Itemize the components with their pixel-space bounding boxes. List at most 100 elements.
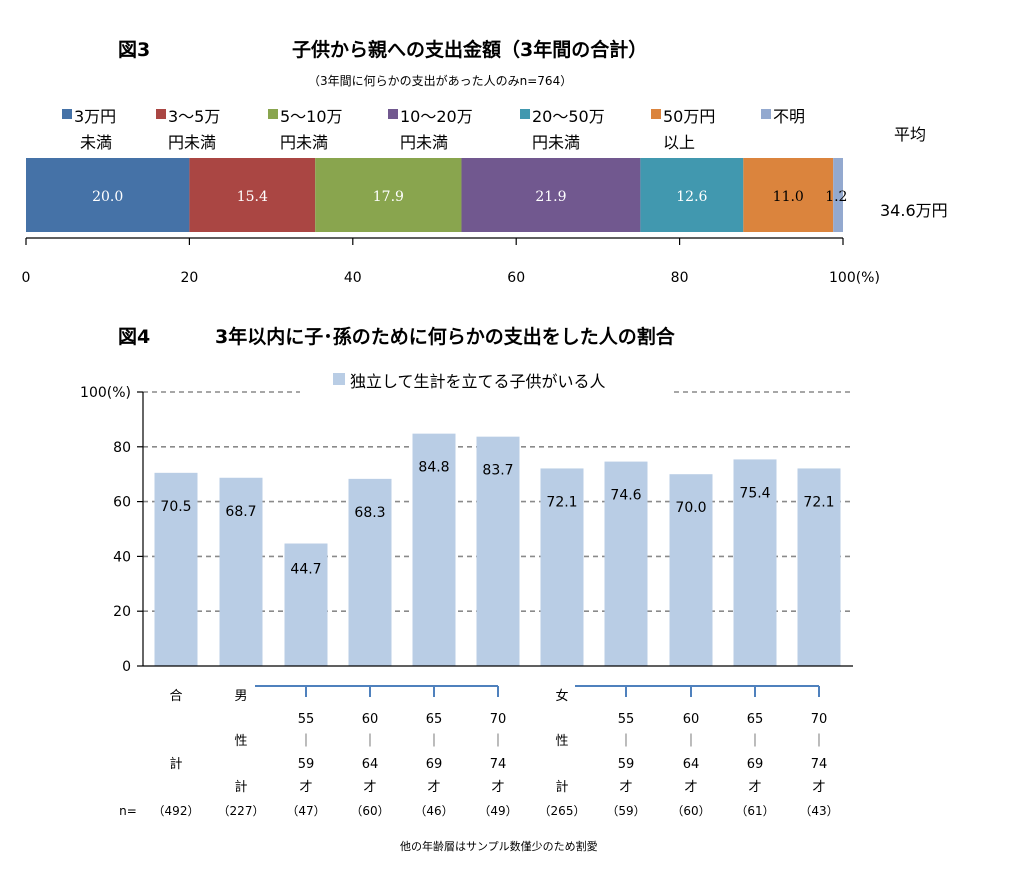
legend-item: 不明 bbox=[761, 107, 805, 126]
legend-label: 以上 bbox=[663, 133, 695, 152]
bar-segment bbox=[26, 158, 190, 232]
svg-text:65: 65 bbox=[426, 712, 443, 727]
legend-label: 5～10万 bbox=[280, 107, 343, 126]
legend-label: 10～20万 bbox=[400, 107, 473, 126]
bar bbox=[154, 472, 198, 666]
n-value: （43） bbox=[799, 804, 838, 818]
svg-text:才: 才 bbox=[684, 780, 697, 795]
svg-text:69: 69 bbox=[747, 757, 764, 772]
svg-text:｜: ｜ bbox=[427, 734, 440, 749]
svg-text:｜: ｜ bbox=[363, 734, 376, 749]
category-label: 65 ｜ 69 才 （46） bbox=[414, 712, 453, 818]
bar bbox=[412, 433, 456, 666]
legend-label: 円未満 bbox=[400, 133, 448, 152]
svg-text:合: 合 bbox=[169, 689, 182, 704]
svg-text:65: 65 bbox=[747, 712, 764, 727]
data-label: 68.3 bbox=[354, 505, 385, 521]
bar-segment bbox=[315, 158, 462, 232]
legend-swatch bbox=[62, 109, 72, 119]
legend-swatch bbox=[761, 109, 771, 119]
n-value: （227） bbox=[218, 804, 265, 818]
y-tick-label: 0 bbox=[122, 659, 131, 675]
bar bbox=[733, 459, 777, 666]
legend-swatch bbox=[520, 109, 530, 119]
legend-swatch bbox=[156, 109, 166, 119]
data-label: 72.1 bbox=[546, 494, 577, 510]
x-tick-label: 20 bbox=[180, 270, 198, 286]
category-label: 60 ｜ 64 才 （60） bbox=[350, 712, 389, 818]
legend-label: 3～5万 bbox=[168, 107, 220, 126]
n-value: （49） bbox=[478, 804, 517, 818]
n-value: （61） bbox=[735, 804, 774, 818]
legend-label: 20～50万 bbox=[532, 107, 605, 126]
n-value: （492） bbox=[153, 804, 200, 818]
figure-3-subtitle: （3年間に何らかの支出があった人のみn=764） bbox=[308, 73, 572, 88]
svg-text:才: 才 bbox=[619, 780, 632, 795]
category-label: 70 ｜ 74 才 （43） bbox=[799, 712, 838, 818]
svg-text:男: 男 bbox=[234, 689, 247, 704]
bar-segment bbox=[189, 158, 316, 232]
bar bbox=[540, 468, 584, 666]
bar bbox=[219, 477, 263, 666]
svg-text:才: 才 bbox=[491, 780, 504, 795]
figure-4-label: 図4 bbox=[118, 326, 150, 348]
data-label: 70.5 bbox=[160, 499, 191, 515]
category-label: 70 ｜ 74 才 （49） bbox=[478, 712, 517, 818]
legend-label: 独立して生計を立てる子供がいる人 bbox=[350, 372, 606, 391]
legend-label: 円未満 bbox=[532, 133, 580, 152]
svg-text:計: 計 bbox=[169, 756, 182, 772]
svg-text:74: 74 bbox=[490, 757, 507, 772]
category-label: 55 ｜ 59 才 （47） bbox=[286, 712, 325, 818]
svg-text:性: 性 bbox=[234, 734, 247, 749]
legend-bg bbox=[300, 368, 672, 396]
legend-swatch bbox=[651, 109, 661, 119]
data-label: 21.9 bbox=[535, 189, 566, 205]
figure-3-title: 子供から親への支出金額（3年間の合計） bbox=[292, 38, 647, 61]
x-tick-label: 80 bbox=[671, 270, 689, 286]
n-value: （46） bbox=[414, 804, 453, 818]
n-label: n= bbox=[119, 804, 137, 818]
bar-segment bbox=[461, 158, 641, 232]
figure-3-chart: 図3 子供から親への支出金額（3年間の合計） （3年間に何らかの支出があった人の… bbox=[22, 38, 948, 286]
svg-text:才: 才 bbox=[363, 780, 376, 795]
x-tick-label: 100(%) bbox=[829, 270, 880, 286]
svg-text:64: 64 bbox=[683, 757, 700, 772]
category-label: 合計 （492） bbox=[153, 689, 200, 818]
svg-text:74: 74 bbox=[811, 757, 828, 772]
bar bbox=[476, 436, 520, 666]
bar bbox=[797, 468, 841, 666]
n-value: （60） bbox=[671, 804, 710, 818]
svg-text:64: 64 bbox=[362, 757, 379, 772]
legend-label: 未満 bbox=[80, 133, 112, 152]
x-tick-label: 60 bbox=[507, 270, 525, 286]
data-label: 12.6 bbox=[676, 189, 707, 205]
bar-segment bbox=[833, 158, 843, 232]
svg-text:55: 55 bbox=[298, 712, 315, 727]
legend-label: 円未満 bbox=[280, 133, 328, 152]
legend-label: 円未満 bbox=[168, 133, 216, 152]
n-value: （60） bbox=[350, 804, 389, 818]
data-label: 70.0 bbox=[675, 500, 706, 516]
legend-swatch bbox=[268, 109, 278, 119]
svg-text:計: 計 bbox=[555, 779, 568, 795]
data-label: 15.4 bbox=[237, 189, 268, 205]
y-tick-label: 80 bbox=[113, 440, 131, 456]
data-label: 74.6 bbox=[610, 488, 641, 504]
figure-3-label: 図3 bbox=[118, 39, 150, 61]
data-label: 17.9 bbox=[373, 189, 404, 205]
data-label: 44.7 bbox=[290, 562, 321, 578]
data-label: 84.8 bbox=[418, 460, 449, 476]
data-label: 72.1 bbox=[803, 494, 834, 510]
svg-text:｜: ｜ bbox=[684, 734, 697, 749]
y-tick-label: 40 bbox=[113, 549, 131, 565]
svg-text:｜: ｜ bbox=[748, 734, 761, 749]
legend-label: 不明 bbox=[773, 107, 805, 126]
svg-text:｜: ｜ bbox=[491, 734, 504, 749]
data-label: 68.7 bbox=[225, 504, 256, 520]
category-label: 男性計 （227） bbox=[218, 689, 265, 818]
legend-swatch bbox=[388, 109, 398, 119]
svg-text:55: 55 bbox=[618, 712, 635, 727]
